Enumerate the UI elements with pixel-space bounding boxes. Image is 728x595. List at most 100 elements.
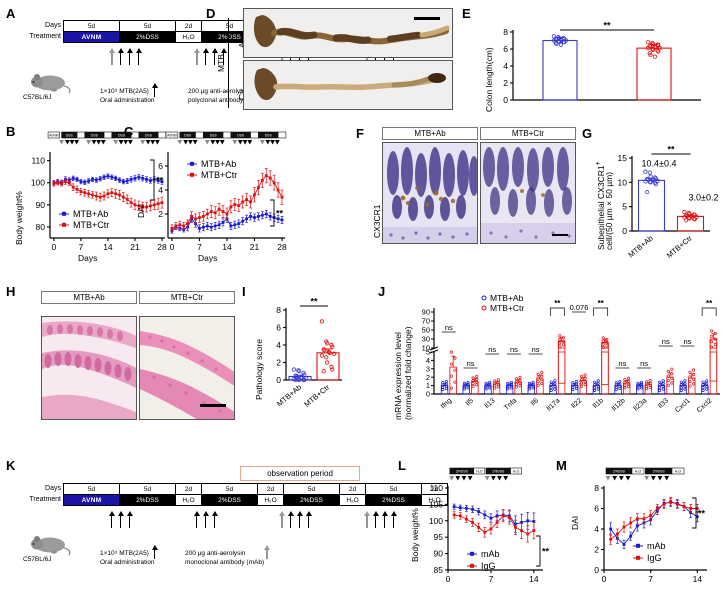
- svg-text:Il17a: Il17a: [546, 397, 562, 412]
- svg-text:110: 110: [429, 483, 443, 493]
- dose-arrow-icon: [116, 511, 125, 528]
- mtb-annotation-line1: 1×10⁹ MTB(2A5): [100, 550, 149, 557]
- panel-d-letter: D: [206, 6, 216, 21]
- dose-arrow-icon: [192, 511, 201, 528]
- dose-arrow-icon: [107, 511, 116, 528]
- svg-text:3: 3: [426, 364, 430, 373]
- svg-text:0: 0: [602, 574, 607, 584]
- ihc-cx3cr1-ctr: [480, 142, 576, 244]
- panel-h-letter: H: [6, 284, 16, 299]
- svg-text:80: 80: [36, 222, 46, 232]
- svg-text:AVNM: AVNM: [167, 134, 177, 138]
- svg-text:MTB+Ab: MTB+Ab: [626, 234, 654, 260]
- panel-i-chart: 8 6 4 2 0 MTB+Ab MTB+Ctr **: [262, 292, 350, 414]
- svg-text:6: 6: [503, 44, 508, 54]
- svg-text:0: 0: [622, 226, 627, 236]
- dose-arrow-icon: [210, 511, 219, 528]
- svg-text:DSS: DSS: [66, 134, 74, 138]
- svg-text:90: 90: [422, 308, 430, 317]
- svg-text:4: 4: [158, 185, 163, 195]
- svg-text:MTB+Ctr: MTB+Ctr: [490, 303, 524, 313]
- svg-text:IgG: IgG: [647, 553, 662, 563]
- dose-arrow-icon: [371, 511, 380, 528]
- svg-text:2%DSS: 2%DSS: [653, 470, 666, 474]
- panel-b-chart: AVNM DSS DSS DSS DSS 110 100 90 80 0 7 14 21 28 MTB+Ab…: [24, 128, 170, 258]
- timeline-treatment-row: Treatment AVNM 2%DSS H₂O 2%DSS H₂O 2%DSS…: [18, 494, 448, 506]
- mtb-annotation-line2: Oral administration: [100, 97, 155, 104]
- mouse-strain-label: C57BL/6J: [23, 94, 52, 101]
- svg-text:4: 4: [276, 340, 281, 350]
- svg-text:8: 8: [276, 305, 281, 315]
- panel-m-ylabel: DAI: [570, 515, 580, 530]
- panel-d-divider: [228, 18, 229, 108]
- svg-text:28: 28: [157, 242, 167, 252]
- svg-text:0: 0: [594, 565, 599, 575]
- dose-arrow-icon: [380, 511, 389, 528]
- svg-text:6: 6: [158, 161, 163, 171]
- mouse-strain-label: C57BL/6J: [23, 556, 52, 563]
- svg-text:14: 14: [222, 242, 232, 252]
- svg-text:21: 21: [250, 242, 260, 252]
- treatment-cell-h2o: H₂O: [175, 494, 202, 506]
- svg-text:Cxcl2: Cxcl2: [696, 397, 714, 414]
- colon-photo-ab: [243, 8, 453, 58]
- svg-text:Il12b: Il12b: [611, 397, 627, 412]
- treatment-cell-dss: 2%DSS: [119, 31, 176, 43]
- svg-text:ns: ns: [532, 345, 540, 354]
- svg-text:ns: ns: [467, 359, 475, 368]
- panel-f-header-ctr: MTB+Ctr: [480, 127, 576, 140]
- svg-text:mAb: mAb: [647, 541, 666, 551]
- treatment-cell-avnm: AVNM: [63, 494, 120, 506]
- svg-text:0: 0: [51, 242, 56, 252]
- dose-arrow-group: [107, 48, 143, 65]
- treatment-cell-dss: 2%DSS: [365, 494, 422, 506]
- he-histology-ctr: [139, 316, 235, 420]
- dose-arrow-icon: [125, 48, 134, 65]
- dose-arrow-icon: [201, 511, 210, 528]
- scale-bar: [414, 17, 440, 20]
- timeline-days-label: Days: [45, 485, 61, 492]
- svg-text:95: 95: [434, 532, 444, 542]
- svg-text:0: 0: [503, 95, 508, 105]
- svg-text:mAb: mAb: [481, 549, 500, 559]
- panel-l-chart: 2%DSS H₂O 2%DSS H₂O 110 105 100 95 90 85 0 7 14 mAb Ig…: [418, 462, 554, 590]
- svg-text:7: 7: [197, 242, 202, 252]
- svg-text:5: 5: [622, 202, 627, 212]
- panel-h-header-ab: MTB+Ab: [41, 291, 137, 304]
- dose-arrow-icon: [201, 48, 210, 65]
- timeline-days-label: Days: [45, 22, 61, 29]
- scale-bar: [200, 404, 226, 407]
- svg-text:30: 30: [422, 335, 430, 344]
- dose-arrow-icon: [210, 48, 219, 65]
- dose-arrow-icon: [362, 511, 371, 528]
- treatment-cell-dss: 2%DSS: [119, 494, 176, 506]
- timeline-treatment-label: Treatment: [29, 33, 61, 40]
- panel-g-ylabel-sup: +: [594, 161, 602, 166]
- svg-text:3.0±0.2: 3.0±0.2: [689, 192, 719, 202]
- ihc-cx3cr1-ab: [382, 142, 478, 244]
- dose-arrow-group: [277, 511, 313, 528]
- svg-text:MTB+Ctr: MTB+Ctr: [201, 170, 237, 180]
- panel-m-letter: M: [556, 458, 567, 473]
- dose-arrow-icon: [295, 511, 304, 528]
- dose-arrow-group: [107, 511, 134, 528]
- svg-text:7: 7: [648, 574, 653, 584]
- svg-text:1: 1: [426, 381, 430, 390]
- svg-text:0.076: 0.076: [570, 303, 589, 312]
- dose-arrow-group: [362, 511, 398, 528]
- timeline-treatment-label: Treatment: [29, 496, 61, 503]
- svg-text:H₂O: H₂O: [635, 470, 642, 474]
- panel-j-chart: 90 70 50 30 10 5 4 3 2 1 0 ns Ifng ns Il5 ns Il13 ns Tnfa n…: [408, 290, 724, 420]
- panel-e-chart: 8 6 4 2 0 **: [487, 14, 717, 114]
- svg-text:4: 4: [503, 61, 508, 71]
- dose-arrow-icon: [116, 48, 125, 65]
- svg-text:**: **: [598, 299, 605, 308]
- svg-text:4: 4: [594, 524, 599, 534]
- dose-arrow-icon: [286, 511, 295, 528]
- dose-arrow-icon: [125, 511, 134, 528]
- svg-text:0: 0: [446, 574, 451, 584]
- scale-bar: [552, 233, 568, 236]
- svg-text:2%DSS: 2%DSS: [492, 470, 505, 474]
- treatment-cell-dss: 2%DSS: [283, 494, 340, 506]
- svg-text:10.4±0.4: 10.4±0.4: [642, 158, 677, 168]
